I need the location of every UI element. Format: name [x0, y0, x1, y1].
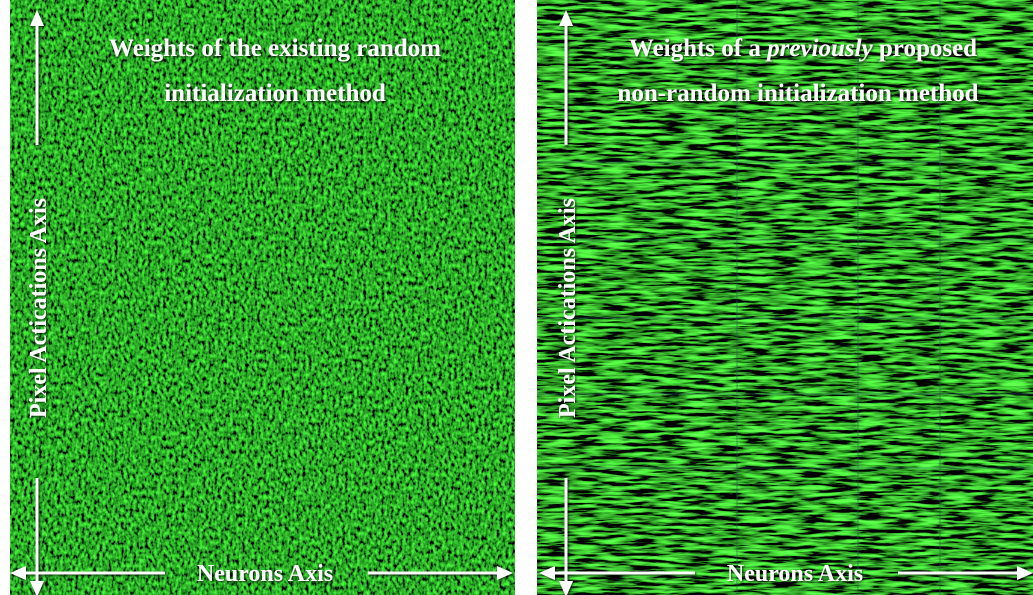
panel-title: initialization method: [164, 80, 386, 107]
arrow-head: [30, 10, 44, 26]
panel-nonrandom: Weights of a previously proposed non-ran…: [537, 0, 1033, 595]
y-axis-label: Pixel Actications Axis: [26, 198, 52, 418]
panel-title: Weights of the existing random: [109, 35, 441, 62]
arrow-head: [10, 566, 26, 580]
y-axis-label: Pixel Actications Axis: [555, 198, 581, 418]
arrow-head: [1017, 566, 1033, 580]
faint-grid: [537, 0, 1033, 595]
arrow-head: [30, 581, 44, 595]
panel-title: Weights of a previously proposed: [629, 35, 977, 62]
arrow-head: [559, 581, 573, 595]
x-axis-label: Neurons Axis: [727, 561, 863, 587]
panel-random: Weights of the existing random initializ…: [10, 0, 515, 595]
title-text: proposed: [873, 35, 978, 62]
arrow-head: [539, 566, 555, 580]
panel-title: non-random initialization method: [617, 80, 978, 107]
arrow-head: [497, 566, 513, 580]
weight-texture: [537, 0, 1033, 595]
x-axis-label: Neurons Axis: [197, 561, 333, 587]
weight-texture: [10, 0, 515, 595]
title-emphasis: previously: [765, 35, 873, 62]
arrow-head: [559, 10, 573, 26]
title-text: Weights of a: [629, 35, 767, 62]
